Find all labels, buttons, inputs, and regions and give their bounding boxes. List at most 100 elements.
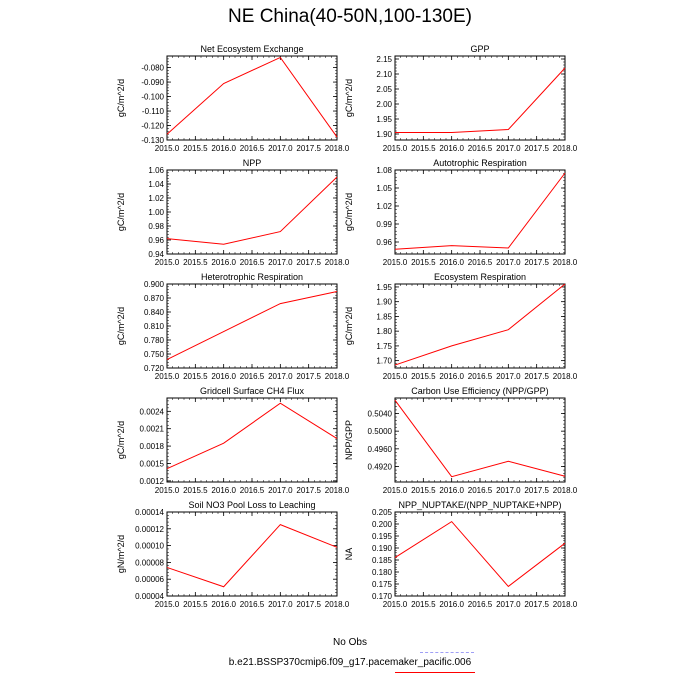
x-tick-label: 2016.5 [468, 486, 493, 495]
y-tick-label: -0.110 [142, 107, 165, 116]
x-tick-label: 2018.0 [553, 144, 578, 153]
y-tick-label: 0.4960 [368, 445, 393, 454]
y-tick-label: 0.00010 [135, 542, 164, 551]
x-tick-label: 2016.5 [468, 600, 493, 609]
y-tick-label: 1.06 [148, 166, 164, 175]
plot-frame [166, 55, 338, 141]
x-tick-label: 2017.5 [296, 372, 321, 381]
series-line [166, 402, 338, 470]
y-tick-label: 1.08 [376, 166, 392, 175]
x-tick-label: 2016.5 [468, 372, 493, 381]
x-tick-label: 2017.5 [296, 144, 321, 153]
y-axis-label: gC/m^2/d [116, 307, 126, 345]
x-tick-label: 2017.0 [496, 258, 521, 267]
y-tick-label: 0.94 [148, 250, 164, 259]
y-tick-label: 0.96 [148, 236, 164, 245]
x-tick-label: 2015.0 [383, 144, 408, 153]
y-tick-label: 1.04 [148, 180, 164, 189]
x-tick-label: 2017.0 [268, 486, 293, 495]
legend-model-line [395, 672, 475, 673]
y-tick-label: 0.0018 [140, 442, 165, 451]
x-tick-label: 2015.5 [183, 258, 208, 267]
series-line [395, 67, 566, 133]
plot-frame [394, 55, 566, 141]
y-axis-label: gC/m^2/d [344, 79, 354, 117]
x-tick-label: 2017.0 [496, 144, 521, 153]
x-tick-label: 2017.5 [524, 258, 549, 267]
y-tick-label: 0.190 [372, 544, 393, 553]
series-line [394, 399, 566, 478]
y-tick-label: 0.96 [376, 238, 392, 247]
y-tick-label: 1.02 [376, 202, 392, 211]
x-tick-label: 2017.5 [524, 144, 549, 153]
panel-title: Soil NO3 Pool Loss to Leaching [188, 500, 315, 510]
y-tick-label: 0.99 [376, 220, 392, 229]
x-tick-label: 2017.0 [268, 372, 293, 381]
y-tick-label: 0.5000 [368, 427, 393, 436]
y-tick-label: 0.5040 [368, 409, 393, 418]
y-tick-label: -0.080 [141, 64, 164, 73]
y-tick-label: -0.120 [141, 122, 164, 131]
y-axis-label: gC/m^2/d [344, 307, 354, 345]
y-tick-label: 0.00012 [135, 525, 164, 534]
x-tick-label: 2015.5 [183, 486, 208, 495]
panel-title: Carbon Use Efficiency (NPP/GPP) [411, 386, 548, 396]
series-line [166, 290, 338, 361]
legend-model-label: b.e21.BSSP370cmip6.f09_g17.pacemaker_pac… [228, 657, 472, 668]
page-title: NE China(40-50N,100-130E) [228, 6, 472, 27]
y-tick-label: 1.90 [376, 298, 392, 307]
panel-title: NPP [243, 158, 262, 168]
x-tick-label: 2016.5 [468, 258, 493, 267]
y-tick-label: 0.185 [372, 556, 393, 565]
y-tick-label: 0.175 [372, 580, 393, 589]
y-axis-label: gC/m^2/d [344, 193, 354, 231]
x-tick-label: 2016.5 [240, 258, 265, 267]
x-tick-label: 2015.0 [155, 144, 180, 153]
x-tick-label: 2015.5 [411, 258, 436, 267]
y-tick-label: 0.900 [144, 280, 165, 289]
x-tick-label: 2018.0 [553, 258, 578, 267]
y-tick-label: 0.780 [144, 336, 165, 345]
y-tick-label: 0.00006 [135, 575, 164, 584]
panel-title: Autotrophic Respiration [433, 158, 527, 168]
x-tick-label: 2017.0 [496, 372, 521, 381]
y-tick-label: 1.05 [376, 184, 392, 193]
panel-title: GPP [470, 44, 489, 54]
x-tick-label: 2016.0 [439, 258, 464, 267]
x-tick-label: 2015.5 [183, 144, 208, 153]
y-tick-label: 1.90 [376, 130, 392, 139]
y-tick-label: 0.0012 [140, 477, 165, 486]
y-axis-label: gC/m^2/d [116, 79, 126, 117]
y-tick-label: 2.05 [376, 85, 392, 94]
x-tick-label: 2015.5 [411, 600, 436, 609]
plot-frame [166, 511, 338, 597]
y-tick-label: 2.10 [376, 70, 392, 79]
y-tick-label: 0.810 [144, 322, 165, 331]
y-axis-label: NA [344, 548, 354, 561]
panel-title: Net Ecosystem Exchange [200, 44, 303, 54]
y-tick-label: 0.00014 [135, 508, 164, 517]
y-tick-label: 0.720 [144, 364, 165, 373]
x-tick-label: 2015.0 [383, 258, 408, 267]
x-tick-label: 2015.5 [411, 372, 436, 381]
legend-obs-label: No Obs [333, 637, 367, 648]
x-tick-label: 2017.0 [496, 486, 521, 495]
y-tick-label: 0.00004 [135, 592, 164, 601]
x-tick-label: 2018.0 [553, 600, 578, 609]
x-tick-label: 2015.5 [411, 486, 436, 495]
x-tick-label: 2017.5 [296, 486, 321, 495]
x-tick-label: 2017.0 [268, 144, 293, 153]
x-tick-label: 2016.0 [211, 486, 236, 495]
legend-obs-line [420, 652, 474, 653]
y-tick-label: 0.0024 [140, 407, 165, 416]
x-tick-label: 2018.0 [553, 372, 578, 381]
y-tick-label: 0.98 [148, 222, 164, 231]
x-tick-label: 2016.0 [211, 144, 236, 153]
y-tick-label: 0.180 [372, 568, 393, 577]
